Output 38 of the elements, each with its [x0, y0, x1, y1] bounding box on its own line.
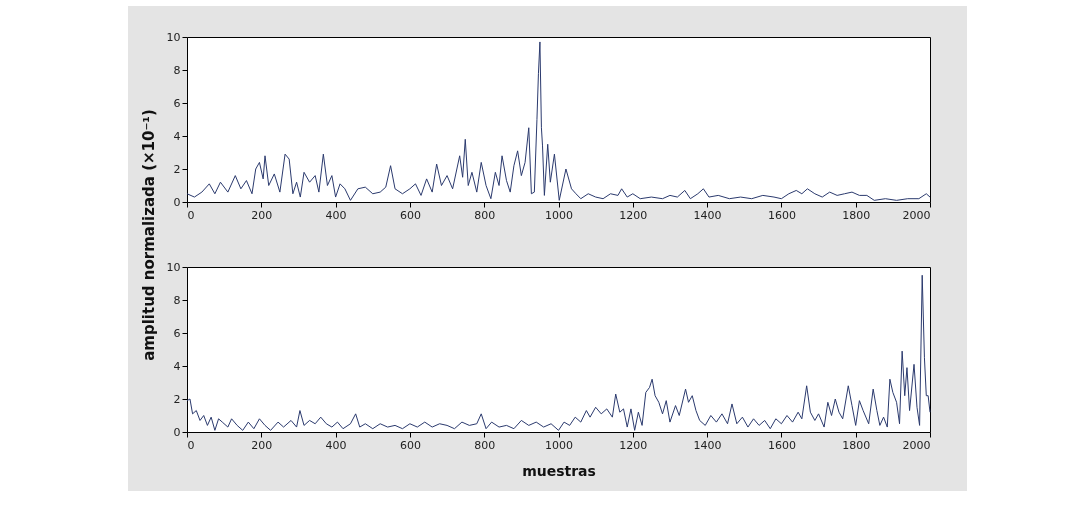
x-tick-label: 0 [187, 208, 195, 222]
y-tick-label: 2 [173, 392, 181, 406]
y-tick-label: 0 [173, 195, 181, 209]
y-tick-label: 0 [173, 425, 181, 439]
x-tick-label: 1000 [545, 438, 573, 452]
x-tick-label: 800 [474, 208, 496, 222]
y-tick-label: 4 [173, 129, 181, 143]
y-tick-label: 8 [173, 63, 181, 77]
x-tick-label: 200 [251, 208, 273, 222]
x-tick-label: 600 [399, 208, 421, 222]
x-tick-label: 0 [187, 438, 195, 452]
x-tick-label: 2000 [902, 208, 931, 222]
x-tick-label: 400 [325, 208, 347, 222]
x-tick-label: 2000 [902, 438, 931, 452]
x-tick-label: 1600 [767, 438, 796, 452]
y-axis-title: amplitud normalizada (×10⁻¹) [139, 109, 158, 361]
y-tick-label: 6 [173, 96, 181, 110]
x-tick-label: 1800 [842, 438, 871, 452]
x-tick-label: 400 [325, 438, 347, 452]
y-tick-label: 10 [166, 30, 181, 44]
x-tick-label: 1400 [693, 208, 722, 222]
x-tick-label: 200 [251, 438, 273, 452]
x-tick-label: 1600 [767, 208, 796, 222]
x-tick-label: 1800 [842, 208, 871, 222]
x-axis-title: muestras [522, 462, 596, 479]
y-tick-label: 6 [173, 326, 181, 340]
x-tick-label: 1200 [619, 208, 648, 222]
y-tick-label: 2 [173, 162, 181, 176]
y-tick-label: 8 [173, 293, 181, 307]
x-tick-label: 1200 [619, 438, 648, 452]
line-series [186, 274, 931, 431]
x-tick-label: 1000 [545, 208, 573, 222]
x-tick-label: 1400 [693, 438, 722, 452]
y-tick-label: 4 [173, 359, 181, 373]
x-tick-label: 600 [399, 438, 421, 452]
line-series [186, 41, 931, 201]
y-tick-label: 10 [166, 260, 181, 274]
x-tick-label: 800 [474, 438, 496, 452]
